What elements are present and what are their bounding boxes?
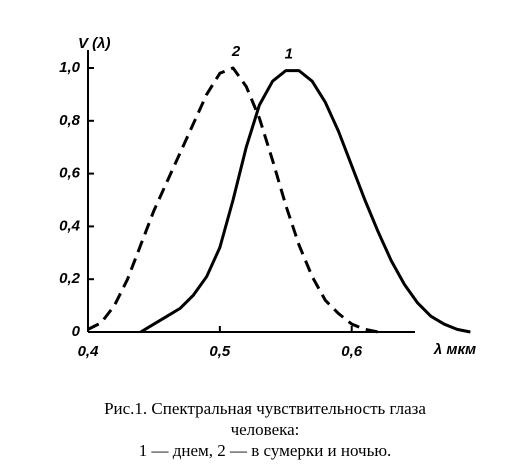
x-tick-label: 0,6 — [341, 343, 363, 360]
caption-line: 1 — днем, 2 — в сумерки и ночью. — [139, 441, 392, 460]
y-tick-label: 0,6 — [59, 165, 81, 182]
y-tick-label: 0,4 — [59, 217, 81, 234]
series-label: 1 — [285, 46, 293, 63]
x-tick-label: 0,5 — [209, 343, 231, 360]
caption-line: Рис.1. Спектральная чувствительность гла… — [104, 399, 426, 418]
caption-line: человека: — [231, 420, 300, 439]
x-tick-label: 0,4 — [78, 343, 100, 360]
line-series — [87, 66, 379, 334]
x-axis-label: λ мкм — [433, 341, 476, 358]
y-tick-label: 0 — [72, 323, 81, 340]
y-tick-label: 0,8 — [59, 112, 81, 129]
series-label: 2 — [231, 43, 241, 60]
y-axis-label: V (λ) — [78, 35, 111, 52]
line-series — [139, 69, 471, 334]
y-tick-label: 1,0 — [59, 59, 81, 76]
y-tick-label: 0,2 — [59, 270, 81, 287]
